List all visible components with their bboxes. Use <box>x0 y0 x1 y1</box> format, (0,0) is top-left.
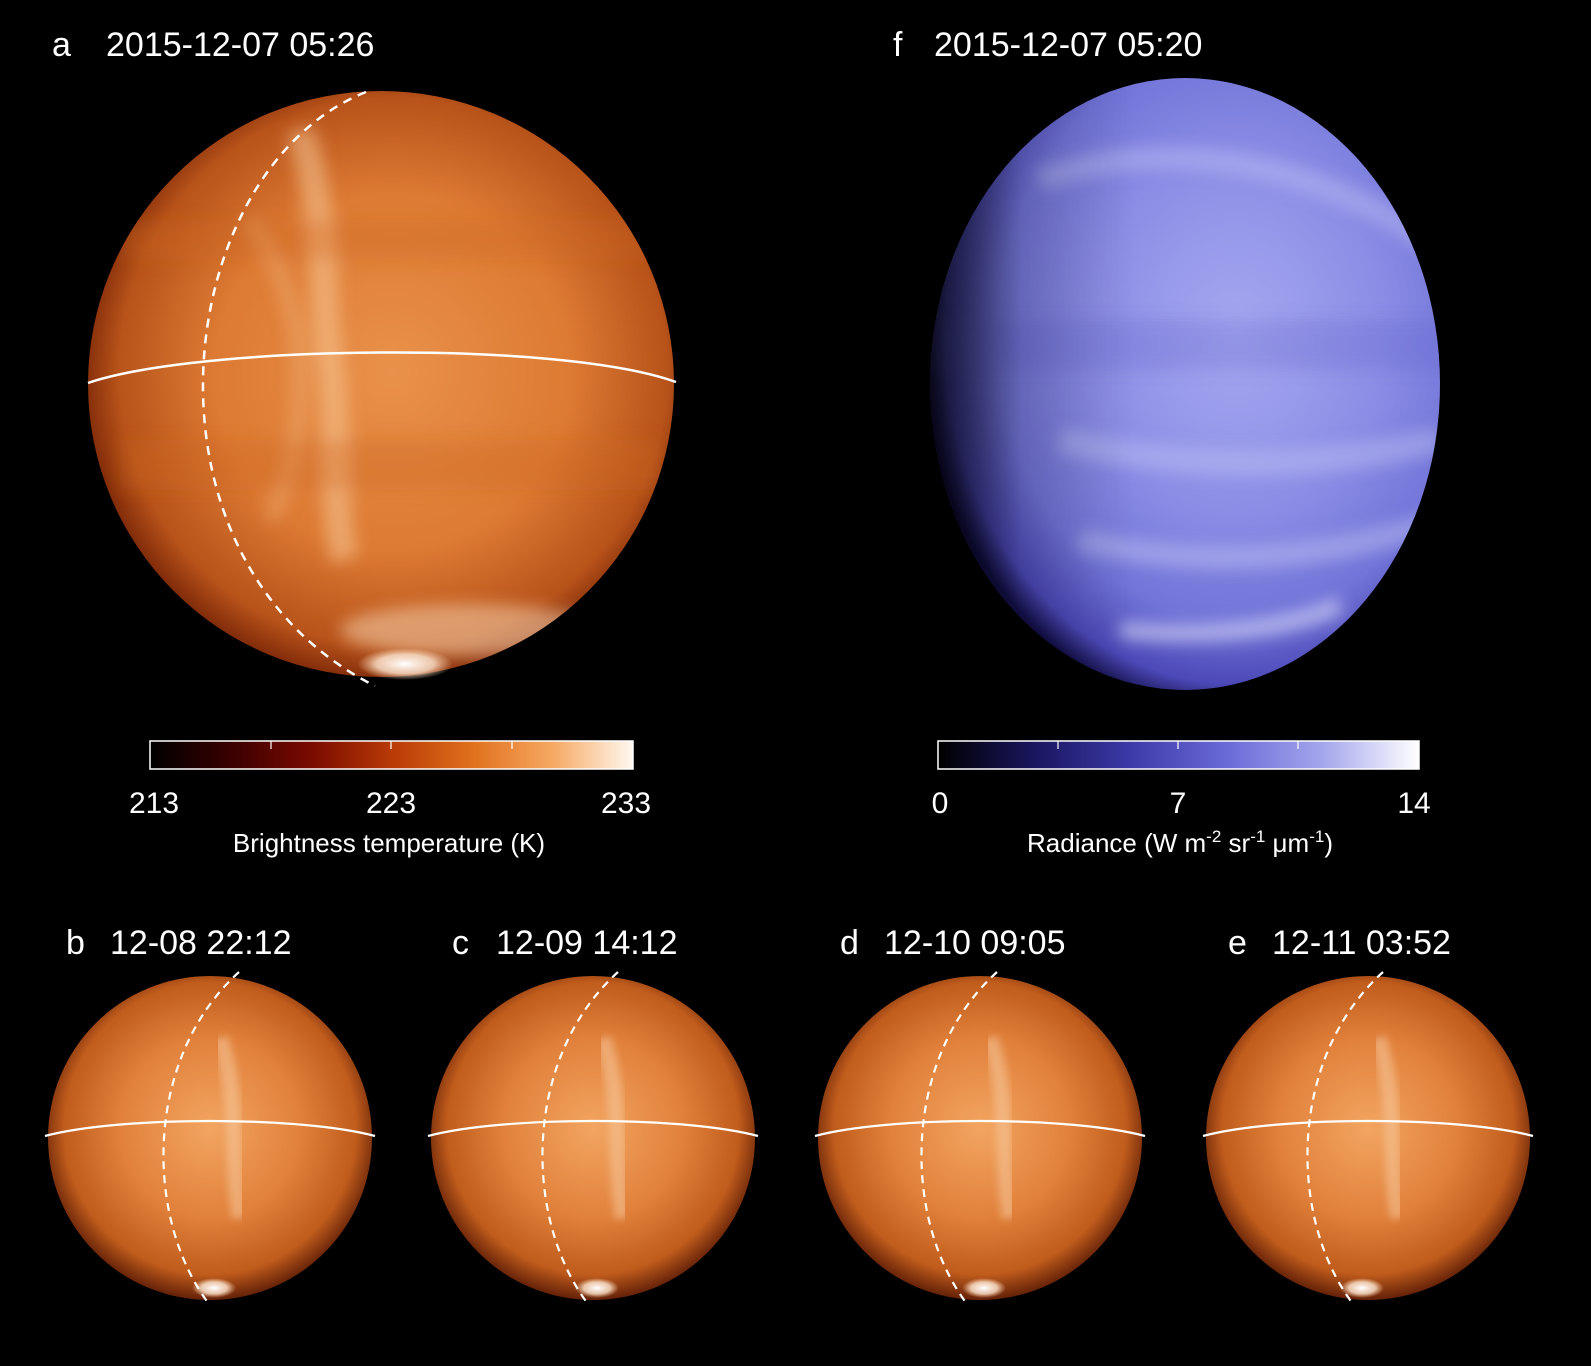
panel-e: e 12-11 03:52 <box>1202 924 1534 1305</box>
radiance-tick-min: 0 <box>932 787 949 820</box>
panel-e-timestamp: 12-11 03:52 <box>1272 924 1451 962</box>
panel-b-planet-image <box>48 976 372 1300</box>
panel-d-equator-line <box>814 1119 1146 1138</box>
panel-d-meridian-dashed <box>920 971 998 1305</box>
panel-e-meridian-dashed <box>1306 971 1384 1305</box>
panel-c-planet-image <box>431 976 755 1300</box>
panel-f-timestamp: 2015-12-07 05:20 <box>934 26 1202 64</box>
panel-e-equator-line <box>1202 1119 1534 1138</box>
panel-d-timestamp: 12-10 09:05 <box>884 924 1066 962</box>
temperature-tick-min: 213 <box>129 787 179 820</box>
panel-c: c 12-09 14:12 <box>427 924 759 1305</box>
panel-a-equator-line <box>87 351 677 385</box>
panel-c-meridian-dashed <box>541 971 619 1305</box>
radiance-tick-mid: 7 <box>1170 787 1187 820</box>
panel-b: b 12-08 22:12 <box>44 924 376 1305</box>
panel-b-timestamp: 12-08 22:12 <box>110 924 292 962</box>
panel-d-planet-image <box>818 976 1142 1300</box>
panel-b-meridian-dashed <box>162 971 240 1305</box>
radiance-colorbar-title: Radiance (W m-2 sr-1 μm-1) <box>1027 827 1333 858</box>
temperature-colorbar-title: Brightness temperature (K) <box>233 828 545 858</box>
temperature-tick-mid: 223 <box>366 787 416 820</box>
radiance-colorbar: 0 7 14 Radiance (W m-2 sr-1 μm-1) <box>932 740 1431 858</box>
panel-a-meridian-dashed <box>201 90 376 688</box>
panel-d: d 12-10 09:05 <box>814 924 1146 1305</box>
panel-a-planet-image <box>88 91 674 680</box>
panel-b-equator-line <box>44 1119 376 1138</box>
panel-c-letter: c <box>452 924 469 962</box>
panel-a-timestamp: 2015-12-07 05:26 <box>106 26 374 64</box>
panel-f: f 2015-12-07 05:20 0 7 14 Radiance (W m-… <box>893 26 1440 858</box>
panel-a-letter: a <box>52 26 71 64</box>
panel-b-letter: b <box>66 924 85 962</box>
panel-d-letter: d <box>840 924 859 962</box>
temperature-colorbar: 213 223 233 Brightness temperature (K) <box>129 740 651 858</box>
panel-a: a 2015-12-07 05:26 213 <box>52 26 677 858</box>
panel-e-letter: e <box>1228 924 1247 962</box>
panel-f-letter: f <box>893 26 903 64</box>
temperature-tick-max: 233 <box>601 787 651 820</box>
panel-c-timestamp: 12-09 14:12 <box>496 924 678 962</box>
panel-f-planet-image <box>930 78 1440 690</box>
panel-e-planet-image <box>1206 976 1530 1300</box>
radiance-tick-max: 14 <box>1397 787 1430 820</box>
panel-c-equator-line <box>427 1119 759 1138</box>
